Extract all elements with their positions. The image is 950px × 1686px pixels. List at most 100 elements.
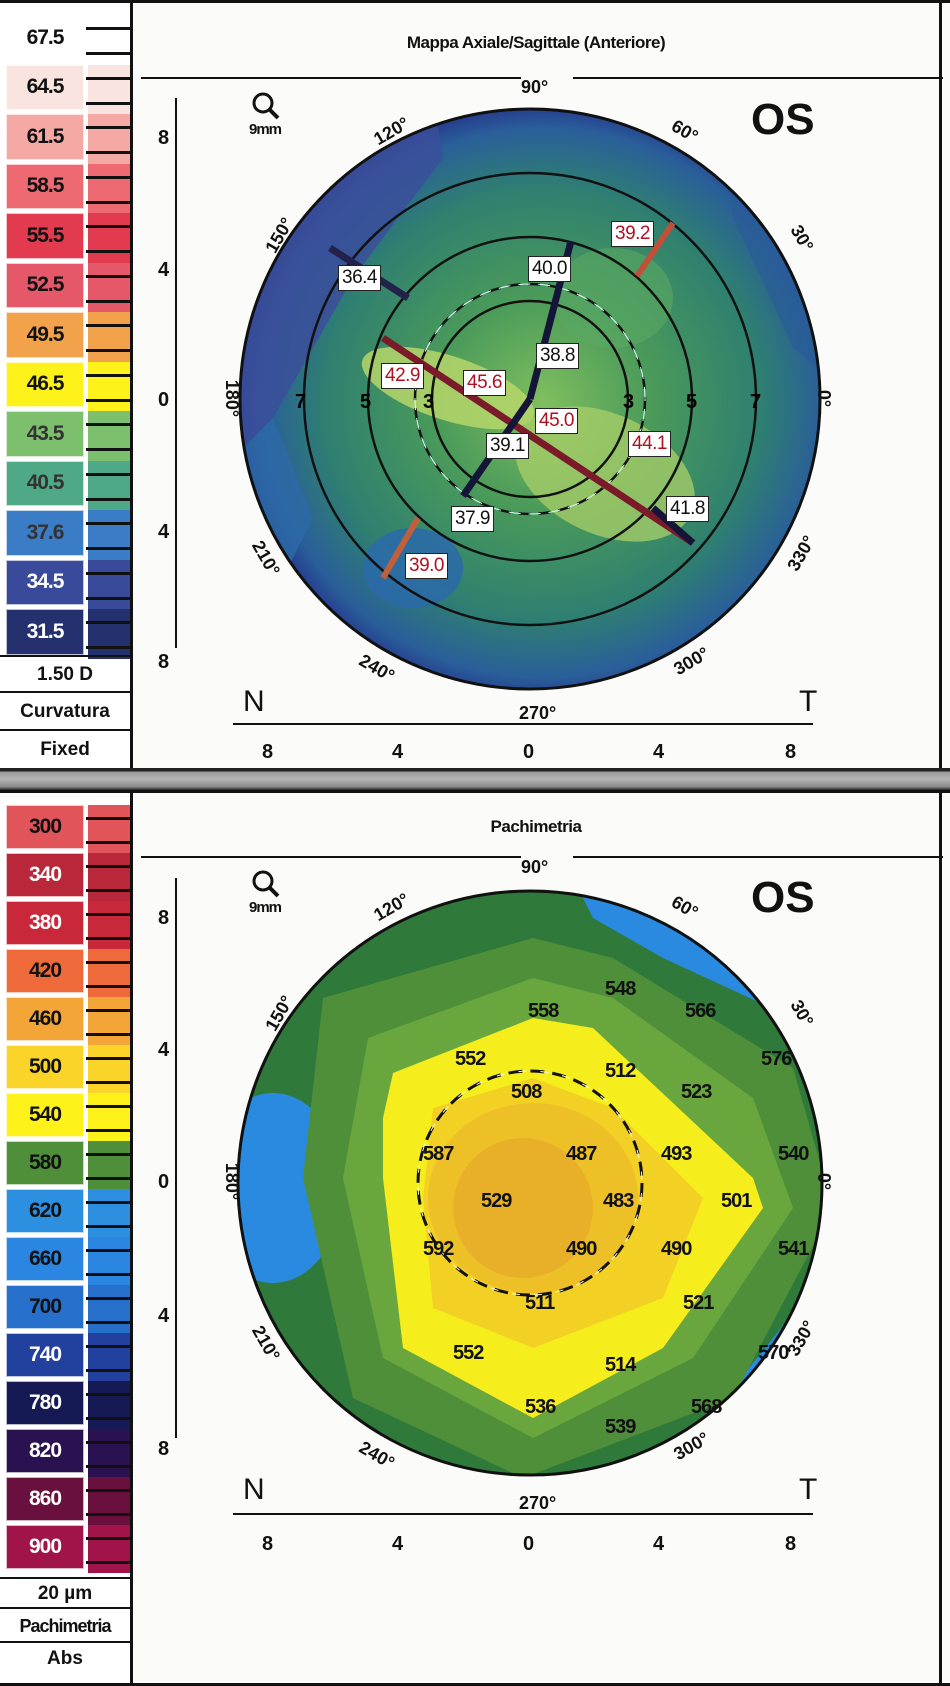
meridian-value-label: 39.0 (405, 553, 448, 579)
legend-tick (86, 472, 130, 476)
legend-tick (86, 497, 130, 501)
legend-tick (86, 1081, 130, 1084)
y-tick-label: 0 (158, 389, 170, 411)
legend-color-bar-segment (88, 163, 130, 213)
legend-swatch: 340 (6, 853, 84, 897)
y-tick-label: 4 (158, 521, 170, 543)
legend-swatch: 67.5 (6, 15, 84, 61)
legend-color-bar-segment (88, 411, 130, 461)
pachymetry-mode-label[interactable]: Pachimetria (0, 1607, 130, 1641)
thickness-value-label: 539 (605, 1416, 636, 1438)
legend-tick (86, 299, 130, 303)
thickness-value-label: 493 (661, 1143, 692, 1165)
curvature-mode-label[interactable]: Curvatura (0, 691, 130, 729)
legend-tick (86, 1249, 130, 1252)
legend-tick (86, 817, 130, 820)
ring-label: 3 (623, 391, 634, 413)
pachymetry-scale-type-label[interactable]: Abs (0, 1641, 130, 1677)
thickness-value-label: 521 (683, 1292, 714, 1314)
thickness-value-label: 592 (423, 1238, 454, 1260)
legend-color-bar-segment (88, 1429, 130, 1477)
legend-swatch: 580 (6, 1141, 84, 1185)
panel-separator (0, 768, 950, 790)
thickness-value-label: 508 (511, 1081, 542, 1103)
legend-color-bar-segment (88, 361, 130, 411)
legend-tick (86, 1417, 130, 1420)
curvature-step-label: 1.50 D (0, 655, 130, 691)
temporal-label: T (799, 685, 818, 718)
legend-swatch: 460 (6, 997, 84, 1041)
angle-180-label: 180° (222, 379, 243, 418)
legend-swatch: 780 (6, 1381, 84, 1425)
angle-180-label: 180° (222, 1162, 243, 1201)
legend-color-bar-segment (88, 460, 130, 510)
legend-tick (86, 865, 130, 868)
legend-swatch: 49.5 (6, 312, 84, 358)
legend-swatch: 52.5 (6, 262, 84, 308)
y-tick-label: 4 (158, 259, 170, 281)
angle-0-label: 0° (814, 1172, 835, 1191)
legend-swatch: 860 (6, 1477, 84, 1521)
thickness-value-label: 558 (528, 1000, 559, 1022)
legend-tick (86, 1033, 130, 1036)
legend-tick (86, 596, 130, 600)
zoom-magnifier-icon[interactable] (251, 91, 281, 121)
thickness-value-label: 566 (685, 1000, 716, 1022)
legend-tick (86, 522, 130, 526)
legend-tick (86, 250, 130, 254)
legend-tick (86, 1177, 130, 1180)
meridian-value-label: 45.6 (463, 370, 506, 396)
legend-swatch: 700 (6, 1285, 84, 1329)
legend-tick (86, 985, 130, 988)
temporal-label: T (799, 1473, 818, 1506)
ring-label: 7 (750, 391, 761, 413)
curvature-map-title: Mappa Axiale/Sagittale (Anteriore) (406, 33, 666, 52)
legend-tick (86, 225, 130, 229)
x-tick-label: 4 (392, 741, 404, 763)
legend-color-bar-segment (88, 1477, 130, 1525)
x-tick-label: 8 (785, 741, 797, 763)
ring-label: 7 (295, 391, 306, 413)
legend-swatch: 64.5 (6, 64, 84, 110)
thickness-value-label: 523 (681, 1081, 712, 1103)
curvature-panel: 67.5 64.5 61.5 58.5 55.5 52.5 49.5 46.5 43.5 40.5… (0, 0, 950, 771)
y-tick-label: 8 (158, 907, 170, 929)
nasal-label: N (243, 685, 265, 718)
legend-color-bar-segment (88, 1045, 130, 1093)
legend-color-bar-segment (88, 1525, 130, 1573)
legend-color-bar-segment (88, 1381, 130, 1429)
legend-tick (86, 200, 130, 204)
legend-tick (86, 1105, 130, 1108)
thickness-value-label: 511 (525, 1292, 555, 1314)
zoom-magnifier-icon[interactable] (251, 869, 281, 899)
legend-tick (86, 621, 130, 625)
meridian-value-label: 38.8 (536, 343, 579, 369)
legend-swatch: 34.5 (6, 559, 84, 605)
legend-tick (86, 27, 130, 31)
legend-color-bar-segment (88, 1237, 130, 1285)
pachymetry-panel: 300 340 380 420 460 500 540 580 620 660 700 740 780 8… (0, 790, 950, 1686)
x-tick-label: 0 (523, 1533, 535, 1555)
legend-tick (86, 889, 130, 892)
legend-swatch: 500 (6, 1045, 84, 1089)
legend-swatch: 420 (6, 949, 84, 993)
zoom-level-label: 9mm (249, 899, 282, 916)
legend-tick (86, 1153, 130, 1156)
legend-tick (86, 1369, 130, 1372)
thickness-value-label: 490 (566, 1238, 597, 1260)
legend-color-bar-segment (88, 901, 130, 949)
legend-tick (86, 1297, 130, 1300)
legend-swatch: 46.5 (6, 361, 84, 407)
legend-tick (86, 349, 130, 353)
curvature-scale-type-label[interactable]: Fixed (0, 729, 130, 767)
legend-color-bar-segment (88, 559, 130, 609)
y-tick-label: 4 (158, 1039, 170, 1061)
legend-swatch: 61.5 (6, 114, 84, 160)
legend-tick (86, 913, 130, 916)
meridian-value-label: 42.9 (381, 363, 424, 389)
zoom-level-label: 9mm (249, 121, 282, 138)
y-axis (175, 878, 177, 1438)
legend-tick (86, 1321, 130, 1324)
legend-color-bar-segment (88, 1285, 130, 1333)
thickness-value-label: 570 (758, 1342, 789, 1364)
